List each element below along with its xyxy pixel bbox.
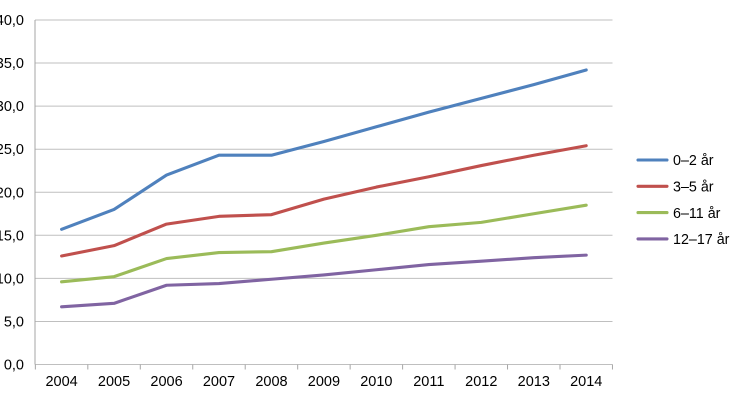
svg-text:0,0: 0,0 (4, 358, 24, 374)
svg-text:2013: 2013 (518, 374, 550, 390)
svg-text:2008: 2008 (255, 374, 287, 390)
svg-text:40,0: 40,0 (0, 13, 24, 29)
svg-text:35,0: 35,0 (0, 56, 24, 72)
svg-text:2004: 2004 (45, 374, 77, 390)
svg-text:12–17 år: 12–17 år (673, 232, 730, 248)
svg-text:2011: 2011 (413, 374, 444, 390)
svg-text:2009: 2009 (308, 374, 340, 390)
svg-text:6–11 år: 6–11 år (673, 206, 721, 222)
svg-text:2005: 2005 (98, 374, 130, 390)
svg-text:30,0: 30,0 (0, 99, 24, 115)
svg-text:0–2 år: 0–2 år (673, 153, 714, 169)
svg-text:25,0: 25,0 (0, 142, 24, 158)
svg-text:5,0: 5,0 (4, 314, 24, 330)
svg-text:10,0: 10,0 (0, 271, 24, 287)
svg-text:2012: 2012 (465, 374, 497, 390)
svg-text:2014: 2014 (570, 374, 602, 390)
svg-text:3–5 år: 3–5 år (673, 180, 714, 196)
svg-text:15,0: 15,0 (0, 228, 24, 244)
svg-text:20,0: 20,0 (0, 185, 24, 201)
svg-text:2006: 2006 (150, 374, 182, 390)
svg-text:2007: 2007 (203, 374, 235, 390)
svg-text:2010: 2010 (360, 374, 392, 390)
